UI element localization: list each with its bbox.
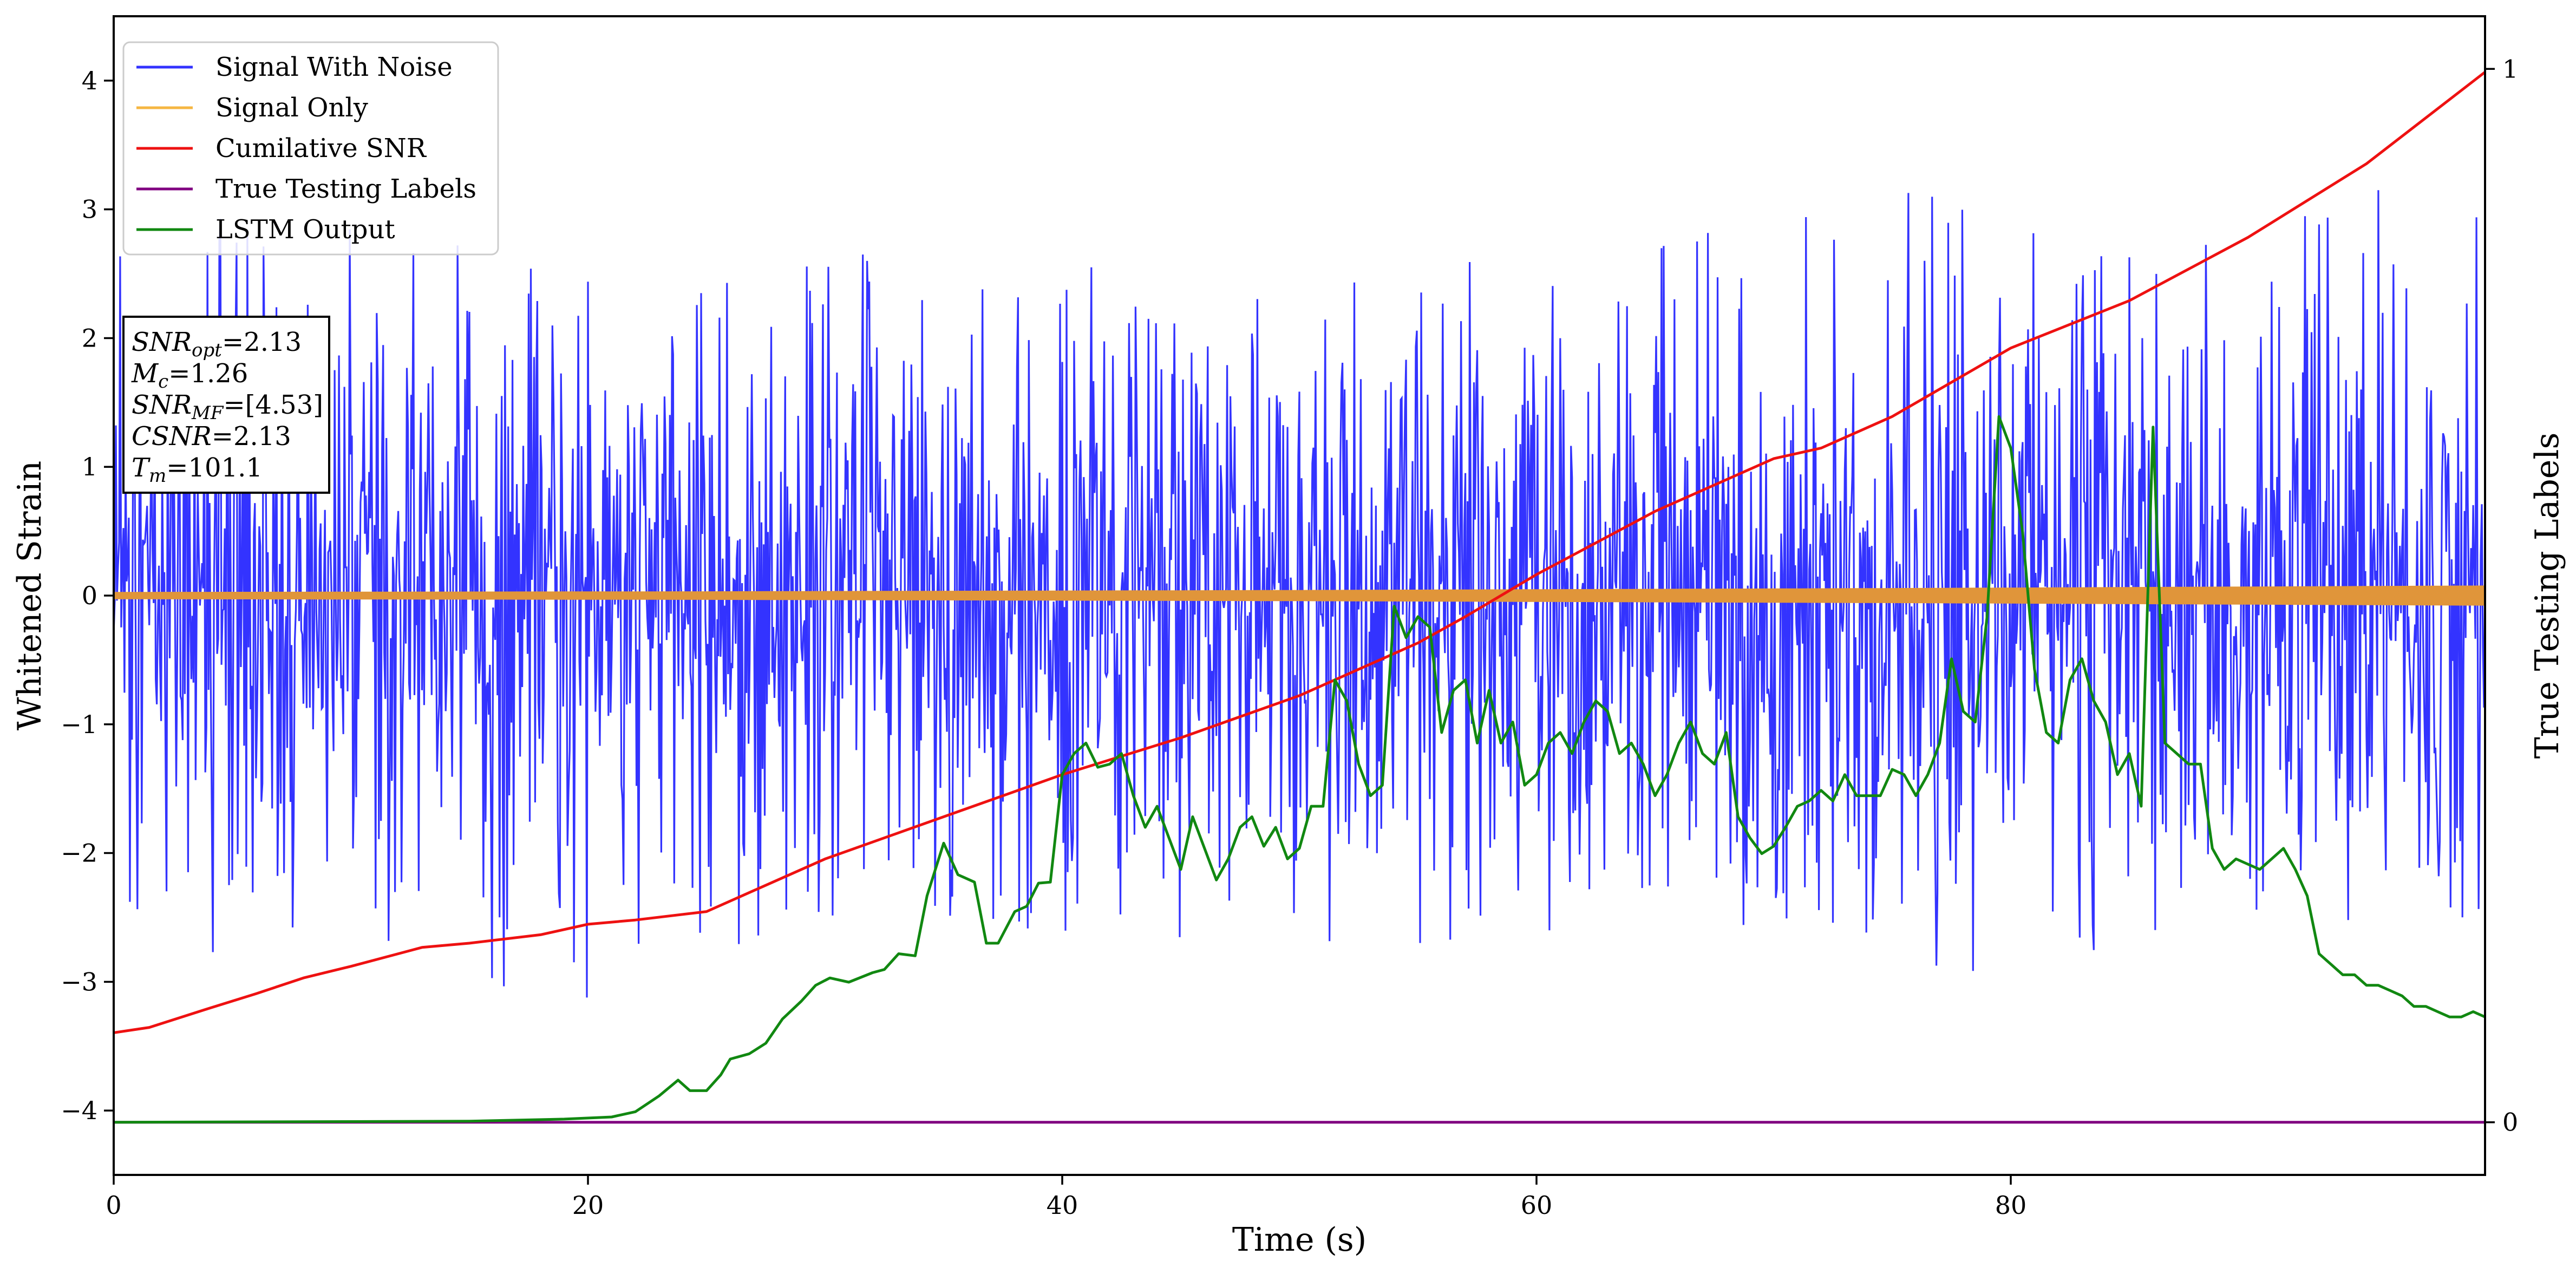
signal-with-noise-line bbox=[114, 190, 2485, 998]
y-tick-label: −2 bbox=[61, 839, 97, 868]
y-right-tick-label: 1 bbox=[2502, 54, 2518, 83]
info-box-frame bbox=[122, 316, 330, 494]
y-tick-label: 2 bbox=[82, 323, 97, 352]
info-box-line: Mc=1.26 bbox=[131, 358, 248, 393]
legend: Signal With Noise Signal Only Cumilative S… bbox=[122, 41, 499, 256]
x-tick-label: 80 bbox=[1995, 1191, 2027, 1220]
legend-label: Signal With Noise bbox=[215, 52, 453, 82]
cumulative-snr-series bbox=[114, 71, 2485, 1034]
y-tick-label: −3 bbox=[61, 967, 97, 996]
info-box-line: SNRopt=2.13 bbox=[132, 327, 302, 361]
y-tick-label: 4 bbox=[82, 66, 97, 95]
x-axis: 0 20 40 60 80 bbox=[106, 1175, 2026, 1220]
y-tick-label: 1 bbox=[82, 452, 97, 481]
signal-only-band bbox=[114, 585, 2485, 606]
legend-label: Signal Only bbox=[215, 93, 368, 123]
info-box: SNRopt=2.13Mc=1.26SNRMF=[4.53]CSNR=2.13T… bbox=[122, 316, 330, 494]
lstm-output-series bbox=[114, 415, 2485, 1124]
y-tick-label: 3 bbox=[82, 195, 97, 224]
y-axis-right: 01 bbox=[2485, 54, 2518, 1137]
y-tick-label: −4 bbox=[61, 1096, 97, 1125]
signal-with-noise-series bbox=[114, 190, 2485, 998]
y-axis-right-title: True Testing Labels bbox=[2528, 433, 2566, 759]
y-axis-title: Whitened Strain bbox=[11, 461, 49, 730]
legend-label: True Testing Labels bbox=[215, 174, 476, 204]
info-box-line: Tm=101.1 bbox=[132, 453, 263, 487]
y-tick-label: −1 bbox=[61, 710, 97, 739]
x-tick-label: 60 bbox=[1521, 1191, 1553, 1220]
info-box-line: CSNR=2.13 bbox=[132, 421, 291, 452]
legend-box bbox=[122, 41, 499, 256]
info-box-line: SNRMF=[4.53] bbox=[132, 390, 323, 424]
lstm-output-line bbox=[114, 415, 2485, 1124]
x-tick-label: 0 bbox=[106, 1191, 121, 1220]
y-axis-left: −4 −3 −2 −1 0 1 2 3 4 bbox=[61, 66, 114, 1125]
y-tick-label: 0 bbox=[82, 581, 97, 610]
x-tick-label: 40 bbox=[1047, 1191, 1078, 1220]
x-axis-title: Time (s) bbox=[1232, 1221, 1367, 1259]
x-tick-label: 20 bbox=[572, 1191, 604, 1220]
signal-only-series bbox=[114, 585, 2485, 606]
legend-label: Cumilative SNR bbox=[215, 133, 427, 164]
cumulative-snr-line bbox=[114, 71, 2485, 1034]
legend-label: LSTM Output bbox=[215, 214, 395, 245]
y-right-tick-label: 0 bbox=[2502, 1108, 2518, 1137]
